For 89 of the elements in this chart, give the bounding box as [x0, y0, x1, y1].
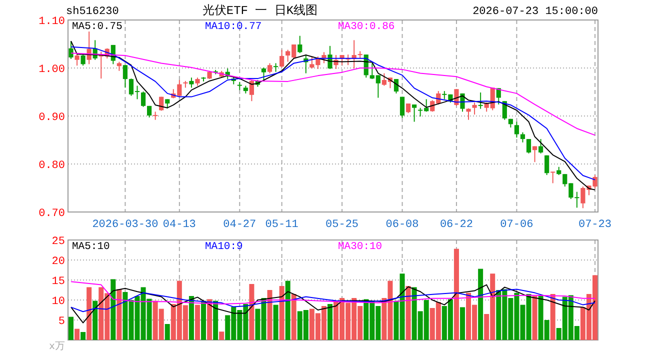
- text: MA10:9: [205, 241, 243, 253]
- candlestick: [322, 52, 326, 64]
- bar: [249, 284, 254, 340]
- candlestick: [496, 88, 501, 105]
- x-tick-label: 07-23: [578, 219, 612, 231]
- candlestick: [261, 67, 266, 82]
- text: MA10:0.77: [205, 21, 262, 33]
- y-tick-label: 0.90: [38, 112, 65, 124]
- candlestick: [298, 35, 302, 54]
- x-tick-label: 06-22: [440, 219, 473, 231]
- candlestick: [472, 102, 477, 116]
- bar: [291, 294, 296, 340]
- series-label: MA5:0.75: [72, 21, 122, 33]
- candlestick: [280, 49, 284, 68]
- y-tick-label: 25: [52, 236, 65, 248]
- x-tick-label: 04-13: [162, 219, 196, 231]
- x-tick-label: 06-08: [386, 219, 419, 231]
- y-tick-label: 5: [58, 316, 65, 328]
- bar: [327, 304, 332, 340]
- y-tick-label: 10: [52, 296, 65, 308]
- candlestick: [74, 52, 80, 66]
- bar: [188, 296, 194, 340]
- candlestick: [526, 138, 532, 154]
- bar: [478, 268, 484, 340]
- bar: [207, 299, 212, 340]
- candlestick: [550, 171, 556, 184]
- bar: [219, 332, 224, 340]
- candlestick: [412, 104, 417, 122]
- bar: [74, 328, 80, 340]
- candlestick: [165, 98, 170, 109]
- bar: [116, 289, 122, 340]
- candlestick: [538, 138, 544, 154]
- y-tick-label: 1.10: [38, 16, 65, 28]
- candlestick: [514, 121, 519, 138]
- candlestick: [249, 80, 254, 102]
- bar: [550, 294, 556, 340]
- candlestick: [400, 96, 405, 118]
- candlestick: [68, 40, 74, 60]
- x-tick-label: 04-27: [223, 219, 256, 231]
- bar: [460, 307, 465, 340]
- y-tick-label: 0.70: [38, 208, 65, 220]
- candlestick: [80, 54, 86, 66]
- line-series: [70, 281, 596, 304]
- y-axis-title: x万: [48, 341, 65, 353]
- line-series: [70, 288, 596, 312]
- bar: [279, 286, 284, 340]
- y-tick-label: 0.80: [38, 160, 65, 172]
- chart-title: 光伏ETF 一 日K线图: [202, 4, 318, 18]
- bar: [68, 316, 74, 340]
- bar: [86, 287, 92, 340]
- candlestick: [267, 62, 272, 74]
- text: MA30:10: [338, 241, 382, 253]
- candlestick: [544, 154, 550, 176]
- bar: [164, 324, 170, 340]
- text: 2026-07-23 15:00:00: [472, 6, 598, 18]
- y-tick-label: 1.00: [38, 64, 65, 76]
- candlestick: [116, 61, 122, 72]
- bar: [267, 290, 272, 340]
- candlestick: [532, 146, 538, 163]
- bar: [406, 286, 411, 340]
- candlestick: [122, 64, 128, 88]
- x-tick-label: 2026-03-30: [92, 219, 158, 231]
- candlestick: [273, 62, 278, 72]
- bar: [273, 304, 278, 340]
- bar: [110, 279, 116, 340]
- candlestick: [153, 111, 158, 120]
- x-tick-label: 07-06: [500, 219, 534, 231]
- bar: [194, 304, 200, 340]
- text: sh516230: [66, 6, 119, 18]
- x-tick-label: 05-25: [326, 219, 359, 231]
- candlestick: [140, 91, 146, 108]
- candlestick: [189, 77, 194, 88]
- candlestick: [466, 108, 471, 120]
- y-tick-label: 20: [52, 256, 65, 268]
- candlestick: [520, 132, 526, 143]
- text: MA30:0.86: [338, 21, 395, 33]
- bar: [532, 296, 538, 340]
- candlestick: [478, 92, 483, 110]
- bar: [285, 280, 290, 340]
- candlestick: [406, 103, 411, 114]
- bar: [201, 300, 206, 340]
- x-tick-label: 05-11: [265, 219, 299, 231]
- bar: [213, 300, 218, 340]
- bar: [80, 332, 86, 340]
- text: MA5:10: [72, 241, 110, 253]
- y-tick-label: 15: [52, 276, 65, 288]
- bar: [454, 248, 459, 340]
- line-series: [70, 284, 596, 324]
- bar: [92, 300, 98, 340]
